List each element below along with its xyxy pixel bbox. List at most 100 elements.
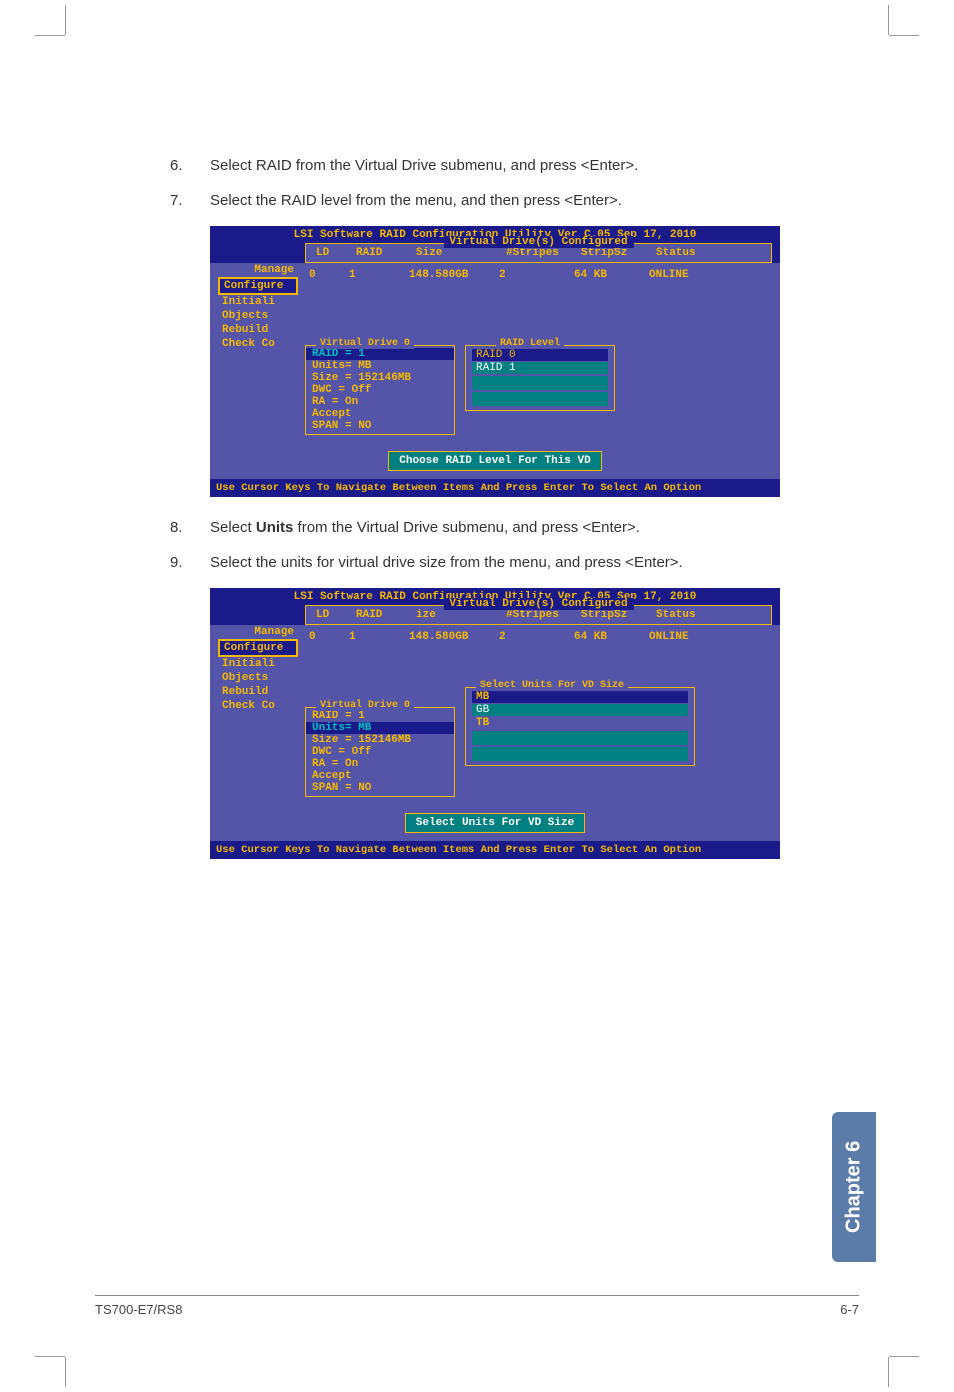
page-content: 6. Select RAID from the Virtual Drive su… xyxy=(0,0,954,939)
val-size: 148.580GB xyxy=(405,631,495,643)
step8-bold: Units xyxy=(256,519,294,536)
col-status: Status xyxy=(652,609,722,621)
step8-post: from the Virtual Drive submenu, and pres… xyxy=(293,519,640,536)
sidebar-manage: Manage xyxy=(218,263,298,277)
sidebar-objects: Objects xyxy=(218,309,298,323)
teal-bar xyxy=(472,392,608,406)
vd-dwc: DWC = Off xyxy=(306,746,454,758)
vd-size: Size = 152146MB xyxy=(306,372,454,384)
col-stripsz: StripSz xyxy=(577,609,652,621)
terminal-footer: Use Cursor Keys To Navigate Between Item… xyxy=(210,479,780,497)
teal-bar xyxy=(472,731,688,745)
virtual-drive-box: Virtual Drive 0 RAID = 1 Units= MB Size … xyxy=(305,707,455,797)
step8-pre: Select xyxy=(210,519,256,536)
val-raid: 1 xyxy=(345,269,405,281)
col-ld: LD xyxy=(312,609,352,621)
teal-bar xyxy=(472,376,608,390)
vd-configured-label: Virtual Drive(s) Configured xyxy=(443,236,633,248)
sidebar-rebuild: Rebuild xyxy=(218,323,298,337)
val-stripsz: 64 KB xyxy=(570,631,645,643)
sidebar-initialize: Initiali xyxy=(218,295,298,309)
sidebar-objects: Objects xyxy=(218,671,298,685)
data-row: 0 1 148.580GB 2 64 KB ONLINE xyxy=(305,631,715,643)
step-number: 7. xyxy=(170,190,210,213)
step-number: 9. xyxy=(170,552,210,575)
units-option-mb: MB xyxy=(472,691,688,703)
vd-raid: RAID = 1 xyxy=(306,710,454,722)
page-footer: TS700-E7/RS8 6-7 xyxy=(95,1295,859,1317)
val-ld: 0 xyxy=(305,631,345,643)
footer-left: TS700-E7/RS8 xyxy=(95,1302,182,1317)
vd-units: Units= MB xyxy=(306,722,454,734)
teal-bar xyxy=(472,747,688,761)
raid-level-box: RAID Level RAID 0 RAID 1 xyxy=(465,345,615,411)
vd-raid: RAID = 1 xyxy=(306,348,454,360)
step-text: Select RAID from the Virtual Drive subme… xyxy=(210,155,859,178)
step-6: 6. Select RAID from the Virtual Drive su… xyxy=(170,155,859,178)
vd-box-label: Virtual Drive 0 xyxy=(316,338,414,349)
step-7: 7. Select the RAID level from the menu, … xyxy=(170,190,859,213)
footer-right: 6-7 xyxy=(840,1302,859,1317)
vd-accept: Accept xyxy=(306,770,454,782)
sidebar-check: Check Co xyxy=(218,699,298,713)
sidebar-initialize: Initiali xyxy=(218,657,298,671)
raid-option-0: RAID 0 xyxy=(472,349,608,361)
vd-configured-label: Virtual Drive(s) Configured xyxy=(443,598,633,610)
col-ld: LD xyxy=(312,247,352,259)
sidebar-configure: Configure xyxy=(218,639,298,657)
col-stripes: #Stripes xyxy=(502,247,577,259)
col-stripes: #Stripes xyxy=(502,609,577,621)
vd-box-label: Virtual Drive 0 xyxy=(316,700,414,711)
terminal-screenshot-2: LSI Software RAID Configuration Utility … xyxy=(210,588,780,859)
col-status: Status xyxy=(652,247,722,259)
val-status: ONLINE xyxy=(645,631,715,643)
virtual-drive-box: Virtual Drive 0 RAID = 1 Units= MB Size … xyxy=(305,345,455,435)
prompt-box: Choose RAID Level For This VD xyxy=(388,451,601,471)
col-stripsz: StripSz xyxy=(577,247,652,259)
step-text: Select Units from the Virtual Drive subm… xyxy=(210,517,859,540)
terminal-screenshot-1: LSI Software RAID Configuration Utility … xyxy=(210,226,780,497)
sidebar-manage: Manage xyxy=(218,625,298,639)
units-box: Select Units For VD Size MB GB TB xyxy=(465,687,695,766)
column-headers: LD RAID ize #Stripes StripSz Status xyxy=(312,609,765,621)
step-text: Select the RAID level from the menu, and… xyxy=(210,190,859,213)
terminal-footer: Use Cursor Keys To Navigate Between Item… xyxy=(210,841,780,859)
prompt-box: Select Units For VD Size xyxy=(405,813,585,833)
sidebar-rebuild: Rebuild xyxy=(218,685,298,699)
prompt-row: Choose RAID Level For This VD xyxy=(210,443,780,479)
vd-dwc: DWC = Off xyxy=(306,384,454,396)
val-stripes: 2 xyxy=(495,269,570,281)
sidebar-check: Check Co xyxy=(218,337,298,351)
data-row: 0 1 148.580GB 2 64 KB ONLINE xyxy=(305,269,715,281)
vd-configured-box: Virtual Drive(s) Configured LD RAID ize … xyxy=(305,605,772,625)
val-ld: 0 xyxy=(305,269,345,281)
col-size: Size xyxy=(412,247,502,259)
units-label: Select Units For VD Size xyxy=(476,680,628,691)
step-9: 9. Select the units for virtual drive si… xyxy=(170,552,859,575)
vd-size: Size = 152146MB xyxy=(306,734,454,746)
col-raid: RAID xyxy=(352,609,412,621)
step-number: 6. xyxy=(170,155,210,178)
vd-units: Units= MB xyxy=(306,360,454,372)
col-raid: RAID xyxy=(352,247,412,259)
step-text: Select the units for virtual drive size … xyxy=(210,552,859,575)
prompt-row: Select Units For VD Size xyxy=(210,805,780,841)
sidebar-menu: Manage Configure Initiali Objects Rebuil… xyxy=(218,625,298,713)
units-option-gb: GB xyxy=(472,704,688,716)
raid-level-label: RAID Level xyxy=(496,338,564,349)
sidebar-menu: Manage Configure Initiali Objects Rebuil… xyxy=(218,263,298,351)
col-size: ize xyxy=(412,609,502,621)
vd-ra: RA = On xyxy=(306,396,454,408)
vd-ra: RA = On xyxy=(306,758,454,770)
val-raid: 1 xyxy=(345,631,405,643)
val-size: 148.580GB xyxy=(405,269,495,281)
val-stripsz: 64 KB xyxy=(570,269,645,281)
sidebar-configure: Configure xyxy=(218,277,298,295)
vd-span: SPAN = NO xyxy=(306,420,454,432)
val-status: ONLINE xyxy=(645,269,715,281)
chapter-tab: Chapter 6 xyxy=(832,1112,876,1262)
step-8: 8. Select Units from the Virtual Drive s… xyxy=(170,517,859,540)
column-headers: LD RAID Size #Stripes StripSz Status xyxy=(312,247,765,259)
step-number: 8. xyxy=(170,517,210,540)
vd-accept: Accept xyxy=(306,408,454,420)
